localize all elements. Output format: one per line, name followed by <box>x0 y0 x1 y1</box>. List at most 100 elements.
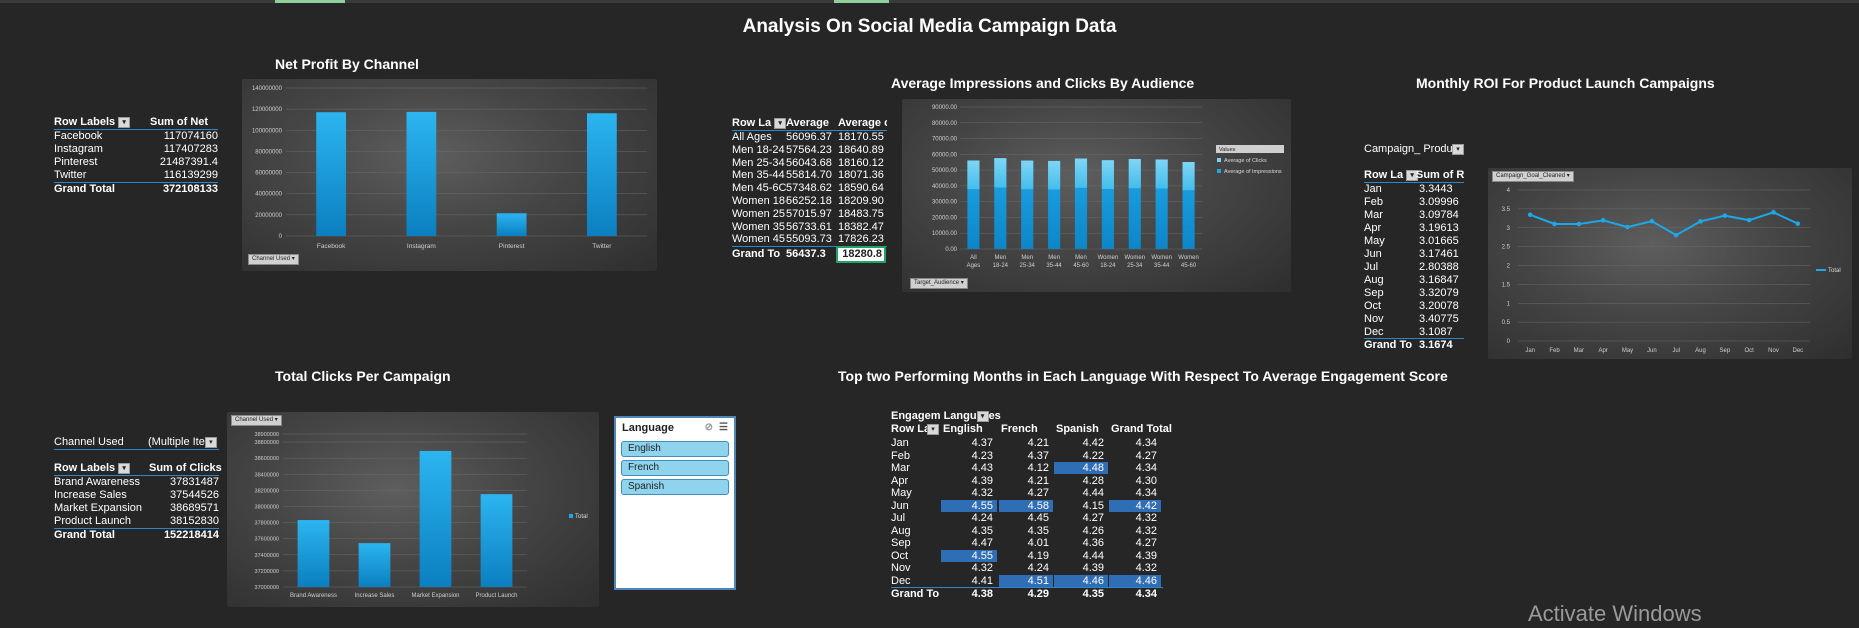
pivot-row-label[interactable]: Men 25-34 <box>732 156 785 169</box>
pivot-row-value[interactable]: 18160.12 <box>838 156 884 169</box>
pivot-row-value[interactable]: 3.16847 <box>1419 274 1459 286</box>
impressions-chart[interactable]: 90000.00 80000.00 70000.00 60000.00 50000.00… <box>902 99 1291 292</box>
pivot-row-value[interactable]: 3.1087 <box>1419 326 1453 338</box>
pivot-cell-value[interactable]: 4.21 <box>1027 474 1049 487</box>
pivot-cell-value[interactable]: 4.26 <box>1082 524 1104 537</box>
filter-dropdown-icon[interactable]: ▾ <box>1406 169 1419 181</box>
target-audience-field-button[interactable]: Target_Audience ▾ <box>910 278 968 289</box>
pivot-row-label[interactable]: Aug <box>891 524 911 537</box>
pivot-cell-value[interactable]: 4.55 <box>971 499 993 512</box>
filter-dropdown-icon[interactable]: ▾ <box>927 424 939 435</box>
pivot-row-label[interactable]: Increase Sales <box>54 489 127 501</box>
pivot-row-label[interactable]: Nov <box>1364 313 1384 325</box>
clicks-chart[interactable]: 38900000 38800000 38600000 38400000 38200000… <box>227 412 599 607</box>
pivot-row-value[interactable]: 3.09784 <box>1419 209 1459 221</box>
pivot-cell-value[interactable]: 4.39 <box>1082 562 1104 574</box>
pivot-row-label[interactable]: Sep <box>891 537 911 549</box>
pivot-cell-value[interactable]: 4.45 <box>1027 512 1049 524</box>
pivot-cell-value[interactable]: 4.37 <box>1027 449 1049 462</box>
pivot-cell-value[interactable]: 4.21 <box>1027 437 1049 449</box>
pivot-row-label[interactable]: Pinterest <box>54 156 98 168</box>
clicks-pivot[interactable]: Channel Used (Multiple Ite ▾ Row Labels ▾… <box>54 436 222 541</box>
pivot-row-label[interactable]: Aug <box>1364 274 1384 286</box>
pivot-row-label[interactable]: Dec <box>1364 326 1384 338</box>
pivot-cell-value[interactable]: 4.30 <box>1135 474 1157 487</box>
pivot-row-label[interactable]: Jun <box>891 499 909 512</box>
pivot-row-label[interactable]: Sep <box>1364 287 1384 299</box>
pivot-row-label[interactable]: Mar <box>891 462 910 474</box>
slicer-item-spanish[interactable]: Spanish <box>621 479 729 495</box>
pivot-cell-value[interactable]: 4.32 <box>971 562 993 574</box>
pivot-cell-value[interactable]: 4.44 <box>1082 487 1104 499</box>
pivot-cell-value[interactable]: 4.43 <box>971 462 993 474</box>
pivot-row-label[interactable]: Women 18- <box>732 195 789 207</box>
roi-filter-dropdown[interactable]: ▾Launch <box>1452 143 1464 155</box>
pivot-cell-value[interactable]: 4.27 <box>1135 449 1157 462</box>
pivot-cell-value[interactable]: 4.34 <box>1135 437 1157 449</box>
pivot-row-value[interactable]: 57564.23 <box>786 143 832 156</box>
pivot-row-label[interactable]: Jul <box>1364 261 1379 273</box>
pivot-row-label[interactable]: Mar <box>1364 209 1383 221</box>
slicer-item-french[interactable]: French <box>621 460 729 476</box>
pivot-header-row-labels[interactable]: Row Labels ▾ <box>54 116 131 128</box>
filter-funnel-icon[interactable]: ▾ <box>204 436 217 448</box>
pivot-row-label[interactable]: Jun <box>1364 248 1382 260</box>
pivot-row-value[interactable]: 3.20078 <box>1419 300 1459 312</box>
pivot-row-value[interactable]: 3.17461 <box>1419 248 1459 260</box>
pivot-row-label[interactable]: Nov <box>891 562 911 574</box>
pivot-row-label[interactable]: May <box>891 487 912 499</box>
filter-dropdown-icon[interactable]: ▾ <box>118 462 131 474</box>
pivot-cell-value[interactable]: 4.35 <box>971 524 993 537</box>
pivot-row-label[interactable]: Feb <box>1364 196 1383 208</box>
pivot-row-value[interactable]: 3.3443 <box>1419 183 1453 195</box>
channel-used-field-button[interactable]: Channel Used ▾ <box>248 254 299 265</box>
filter-dropdown-icon[interactable]: ▾ <box>774 117 787 129</box>
pivot-row-value[interactable]: 21487391.4 <box>159 156 218 168</box>
pivot-row-value[interactable]: 18483.75 <box>838 207 884 220</box>
pivot-row-value[interactable]: 18170.55 <box>838 131 884 143</box>
pivot-row-label[interactable]: Oct <box>1364 300 1382 312</box>
channel-used-field-button[interactable]: Channel Used ▾ <box>231 415 282 426</box>
pivot-header-row-labels[interactable]: Row La ▾ <box>1364 169 1419 181</box>
pivot-cell-value[interactable]: 4.36 <box>1082 537 1104 549</box>
pivot-row-value[interactable]: 56252.18 <box>786 195 832 207</box>
pivot-row-label[interactable]: Men 45-6C <box>732 182 787 195</box>
language-slicer[interactable]: Language ☰ ⊘ English French Spanish <box>614 416 736 590</box>
pivot-cell-value[interactable]: 4.15 <box>1082 499 1104 512</box>
pivot-row-label[interactable]: Oct <box>891 549 909 562</box>
pivot-cell-value[interactable]: 4.35 <box>1027 524 1049 537</box>
pivot-row-value[interactable]: 117407283 <box>163 143 218 155</box>
pivot-row-label[interactable]: Jan <box>891 437 909 449</box>
pivot-row-value[interactable]: 38152830 <box>170 515 219 527</box>
slicer-item-english[interactable]: English <box>621 441 729 457</box>
pivot-row-value[interactable]: 3.19613 <box>1419 222 1459 234</box>
pivot-row-value[interactable]: 38689571 <box>170 502 219 514</box>
active-cell[interactable]: 18280.8 <box>836 246 886 263</box>
pivot-cell-value[interactable]: 4.51 <box>1027 574 1049 587</box>
pivot-cell-value[interactable]: 4.19 <box>1027 549 1049 562</box>
pivot-row-label[interactable]: Women 35 <box>732 220 785 233</box>
pivot-row-label[interactable]: May <box>1364 235 1385 247</box>
pivot-row-label[interactable]: Men 18-24 <box>732 143 785 156</box>
pivot-row-value[interactable]: 117074160 <box>163 130 218 142</box>
filter-dropdown-icon[interactable]: ▾ <box>976 410 989 422</box>
pivot-row-label[interactable]: Jul <box>891 512 906 524</box>
pivot-cell-value[interactable]: 4.41 <box>971 574 993 587</box>
pivot-cell-value[interactable]: 4.42 <box>1135 499 1157 512</box>
pivot-row-label[interactable]: Twitter <box>54 169 87 181</box>
pivot-cell-value[interactable]: 4.28 <box>1082 474 1104 487</box>
pivot-row-label[interactable]: Facebook <box>54 130 103 142</box>
impressions-pivot[interactable]: Row La ▾ Average Average of I All Ages 56… <box>732 117 887 267</box>
pivot-cell-value[interactable]: 4.42 <box>1082 437 1104 449</box>
roi-chart[interactable]: 4 3.5 3 2.5 2 1.5 1 0.5 0 Jan Feb Mar Apr May Jun Jul Au… <box>1488 168 1852 359</box>
engagement-pivot[interactable]: Engagem Langu ▾ es Row La ▾ English French Spa… <box>891 410 1172 610</box>
filter-dropdown-icon[interactable]: ▾ <box>118 116 131 128</box>
multi-select-icon[interactable]: ☰ <box>719 422 728 433</box>
campaign-goal-field-button[interactable]: Campaign_Goal_Cleaned ▾ <box>1492 171 1574 182</box>
pivot-row-label[interactable]: Apr <box>891 474 909 487</box>
pivot-row-label[interactable]: Dec <box>891 574 911 587</box>
pivot-cell-value[interactable]: 4.46 <box>1082 574 1104 587</box>
pivot-cell-value[interactable]: 4.32 <box>1135 562 1157 574</box>
pivot-cell-value[interactable]: 4.47 <box>971 537 993 549</box>
pivot-cell-value[interactable]: 4.24 <box>971 512 993 524</box>
